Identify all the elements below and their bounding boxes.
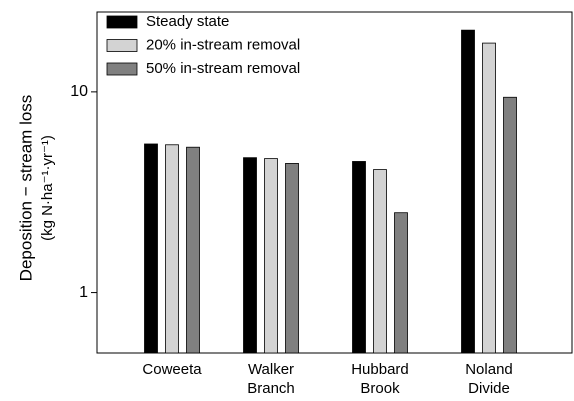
legend-label: 50% in-stream removal <box>146 60 300 77</box>
y-axis-label: Deposition − stream loss <box>16 95 35 282</box>
x-tick-label: Walker <box>248 361 294 378</box>
plot-frame <box>96 11 573 354</box>
bar <box>503 96 517 354</box>
bar <box>352 161 366 354</box>
legend-swatch <box>106 15 138 29</box>
legend-label: Steady state <box>146 13 229 30</box>
bar <box>144 143 158 354</box>
legend-label: 20% in-stream removal <box>146 36 300 53</box>
legend-swatch <box>106 39 138 52</box>
bar <box>482 42 496 354</box>
bar <box>394 212 408 354</box>
bar <box>243 157 257 354</box>
bar <box>186 146 200 354</box>
legend-swatch <box>106 62 138 76</box>
x-tick-label: Coweeta <box>142 361 202 378</box>
y-tick-label: 1 <box>79 284 88 301</box>
bar <box>165 144 179 354</box>
bar <box>373 169 387 354</box>
y-axis-label: (kg N·ha⁻¹·yr⁻¹) <box>39 135 56 241</box>
bar <box>285 163 299 354</box>
x-tick-label: Hubbard <box>351 361 409 378</box>
x-tick-label: Brook <box>360 380 400 397</box>
x-tick-label: Divide <box>468 380 510 397</box>
bar <box>461 29 475 354</box>
x-tick-label: Branch <box>247 380 295 397</box>
bar <box>264 158 278 354</box>
y-tick-label: 10 <box>70 83 88 100</box>
x-tick-label: Noland <box>465 361 513 378</box>
